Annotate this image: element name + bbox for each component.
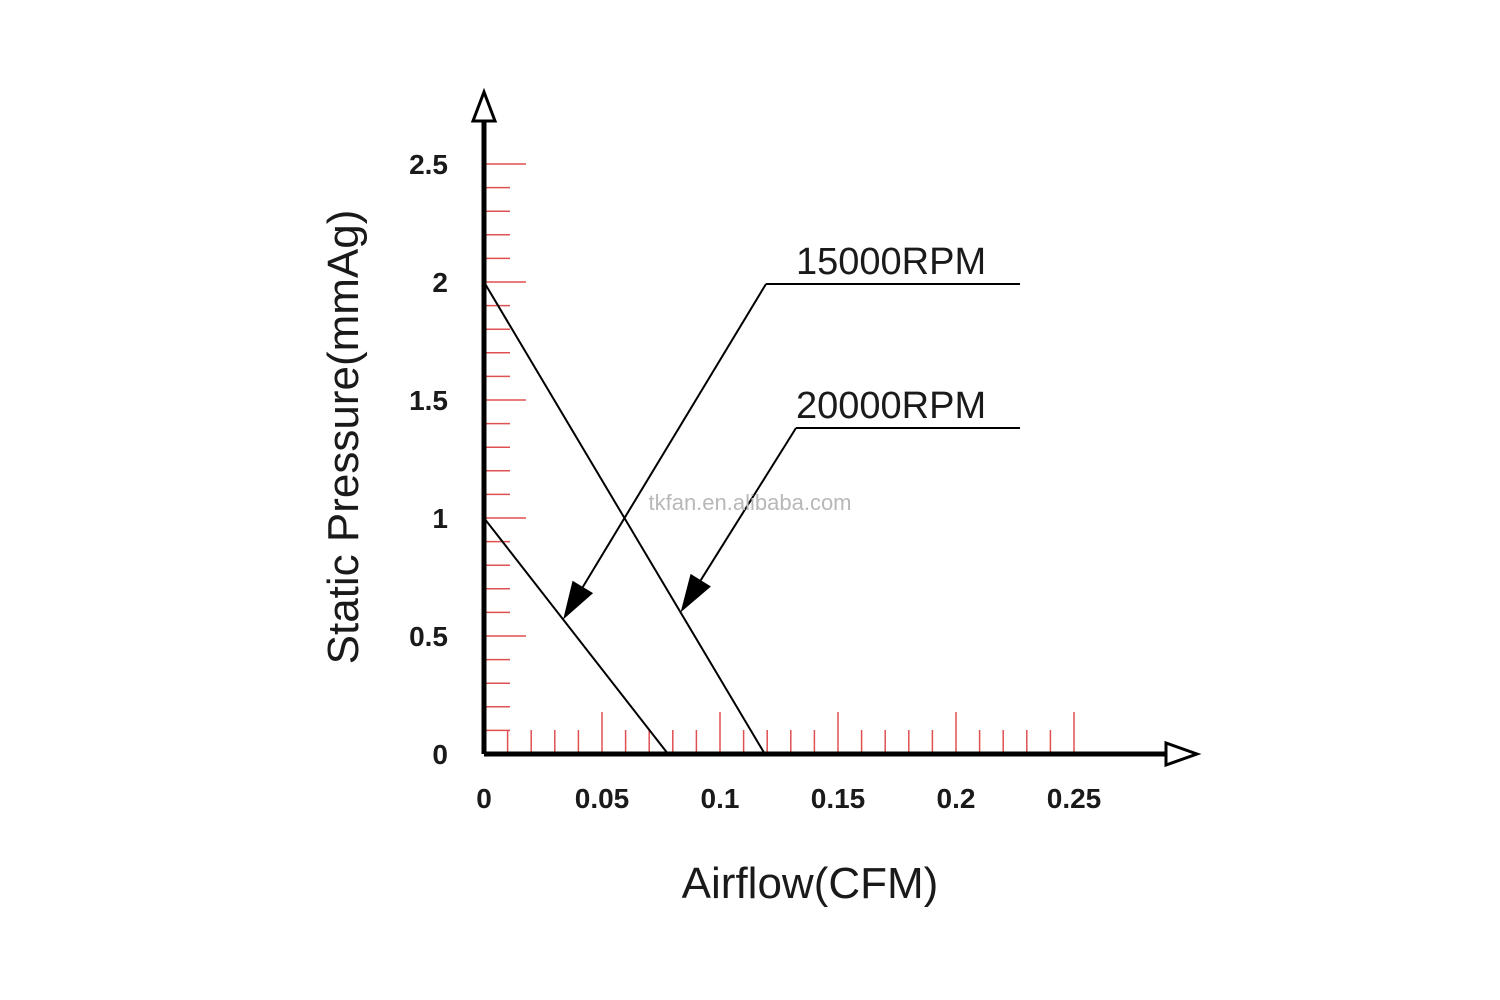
y-tick-label: 2 <box>432 267 448 298</box>
x-tick-label: 0.15 <box>811 783 866 814</box>
y-tick-label: 1.5 <box>409 385 448 416</box>
x-tick-label: 0 <box>476 783 492 814</box>
x-tick-label: 0.05 <box>575 783 630 814</box>
watermark-text: tkfan.en.alibaba.com <box>648 490 851 515</box>
x-tick-label: 0.25 <box>1047 783 1102 814</box>
tick-labels: 0 0.5 1 1.5 2 2.5 0 0.05 0.1 0.15 0.2 0.25 <box>409 149 1101 814</box>
axes <box>470 87 1202 768</box>
y-tick-label: 0.5 <box>409 621 448 652</box>
callout-leader <box>699 427 797 581</box>
y-axis-title: Static Pressure(mmAg) <box>319 210 368 665</box>
y-axis-arrow-icon <box>470 87 498 123</box>
callout-leader <box>581 283 767 588</box>
callout-arrow-icon <box>563 580 594 620</box>
y-tick-label: 2.5 <box>409 149 448 180</box>
series-label-0: 15000RPM <box>796 241 986 283</box>
x-axis-arrow-icon <box>1164 740 1202 768</box>
minor-tick-marks <box>484 163 1075 754</box>
x-tick-label: 0.1 <box>701 783 740 814</box>
x-axis-title: Airflow(CFM) <box>682 859 939 908</box>
callout-arrow-icon <box>680 573 711 613</box>
y-tick-label: 1 <box>432 503 448 534</box>
series-line-0 <box>483 517 669 755</box>
series-label-1: 20000RPM <box>796 385 986 427</box>
x-tick-label: 0.2 <box>937 783 976 814</box>
series-callouts: 15000RPM 20000RPM <box>563 241 1020 620</box>
y-tick-label: 0 <box>432 739 448 770</box>
